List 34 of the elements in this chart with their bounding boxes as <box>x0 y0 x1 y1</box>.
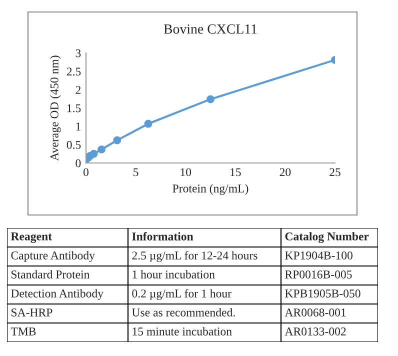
x-tick-label: 15 <box>230 168 241 176</box>
y-tick-label: 1.5 <box>67 104 81 112</box>
text: Detection Antibody <box>11 289 104 300</box>
y-tick-label: 2 <box>76 86 80 94</box>
text: RP0016B-005 <box>285 270 352 278</box>
text: 2.5 µg/mL for 12-24 hours <box>132 251 258 262</box>
text: KP1904B-100 <box>285 251 352 260</box>
x-tick-label: 10 <box>180 168 192 176</box>
text: AR0068-001 <box>284 308 346 316</box>
text: KPB1905B-050 <box>285 289 360 298</box>
text: TMB <box>10 328 36 336</box>
text: Capture Antibody <box>11 251 95 262</box>
chart-title: Bovine CXCL11 <box>164 24 257 34</box>
y-tick-label: 1 <box>76 122 80 130</box>
x-tick-label: 5 <box>134 168 138 176</box>
text: Reagent <box>10 232 52 243</box>
y-tick-label: 2.5 <box>66 68 81 76</box>
text: Catalog Number <box>285 232 369 243</box>
text: AR0133-002 <box>284 327 346 336</box>
text: 1 hour incubation <box>132 270 215 278</box>
y-tick-label: 0.5 <box>66 140 81 149</box>
x-tick-label: 0 <box>84 168 88 176</box>
x-axis-title: Protein (ng/mL) <box>172 184 248 195</box>
x-tick-label: 20 <box>280 168 291 176</box>
y-tick-label: 0 <box>76 159 81 168</box>
text: Information <box>132 232 194 240</box>
text: 0.2 µg/mL for 1 hour <box>132 289 232 300</box>
y-axis-title: Average OD (450 nm) <box>50 56 61 161</box>
x-tick-label: 25 <box>330 168 340 176</box>
text: 15 minute incubation <box>132 327 232 336</box>
text: Use as recommended. <box>132 308 235 317</box>
text: SA-HRP <box>12 308 52 316</box>
y-tick-label: 3 <box>76 49 81 58</box>
text: Standard Protein <box>12 270 90 278</box>
